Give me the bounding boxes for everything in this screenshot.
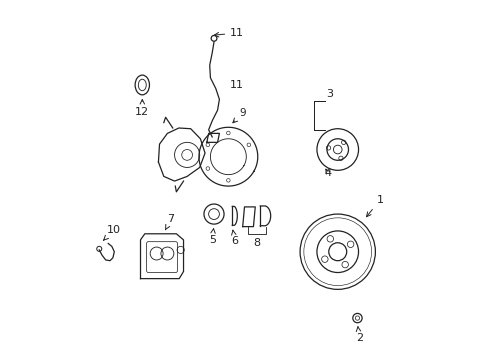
Text: 10: 10 (103, 225, 121, 240)
Text: 7: 7 (165, 215, 174, 230)
Text: 2: 2 (355, 327, 362, 343)
Text: 6: 6 (231, 230, 238, 246)
Text: 12: 12 (135, 100, 149, 117)
Text: 1: 1 (366, 194, 383, 217)
Text: 11: 11 (214, 28, 244, 38)
Text: 4: 4 (324, 168, 331, 178)
Text: 9: 9 (232, 108, 245, 123)
Text: 5: 5 (208, 229, 215, 245)
Text: 11: 11 (230, 80, 244, 90)
Text: 3: 3 (325, 89, 333, 99)
Text: 8: 8 (253, 238, 260, 248)
